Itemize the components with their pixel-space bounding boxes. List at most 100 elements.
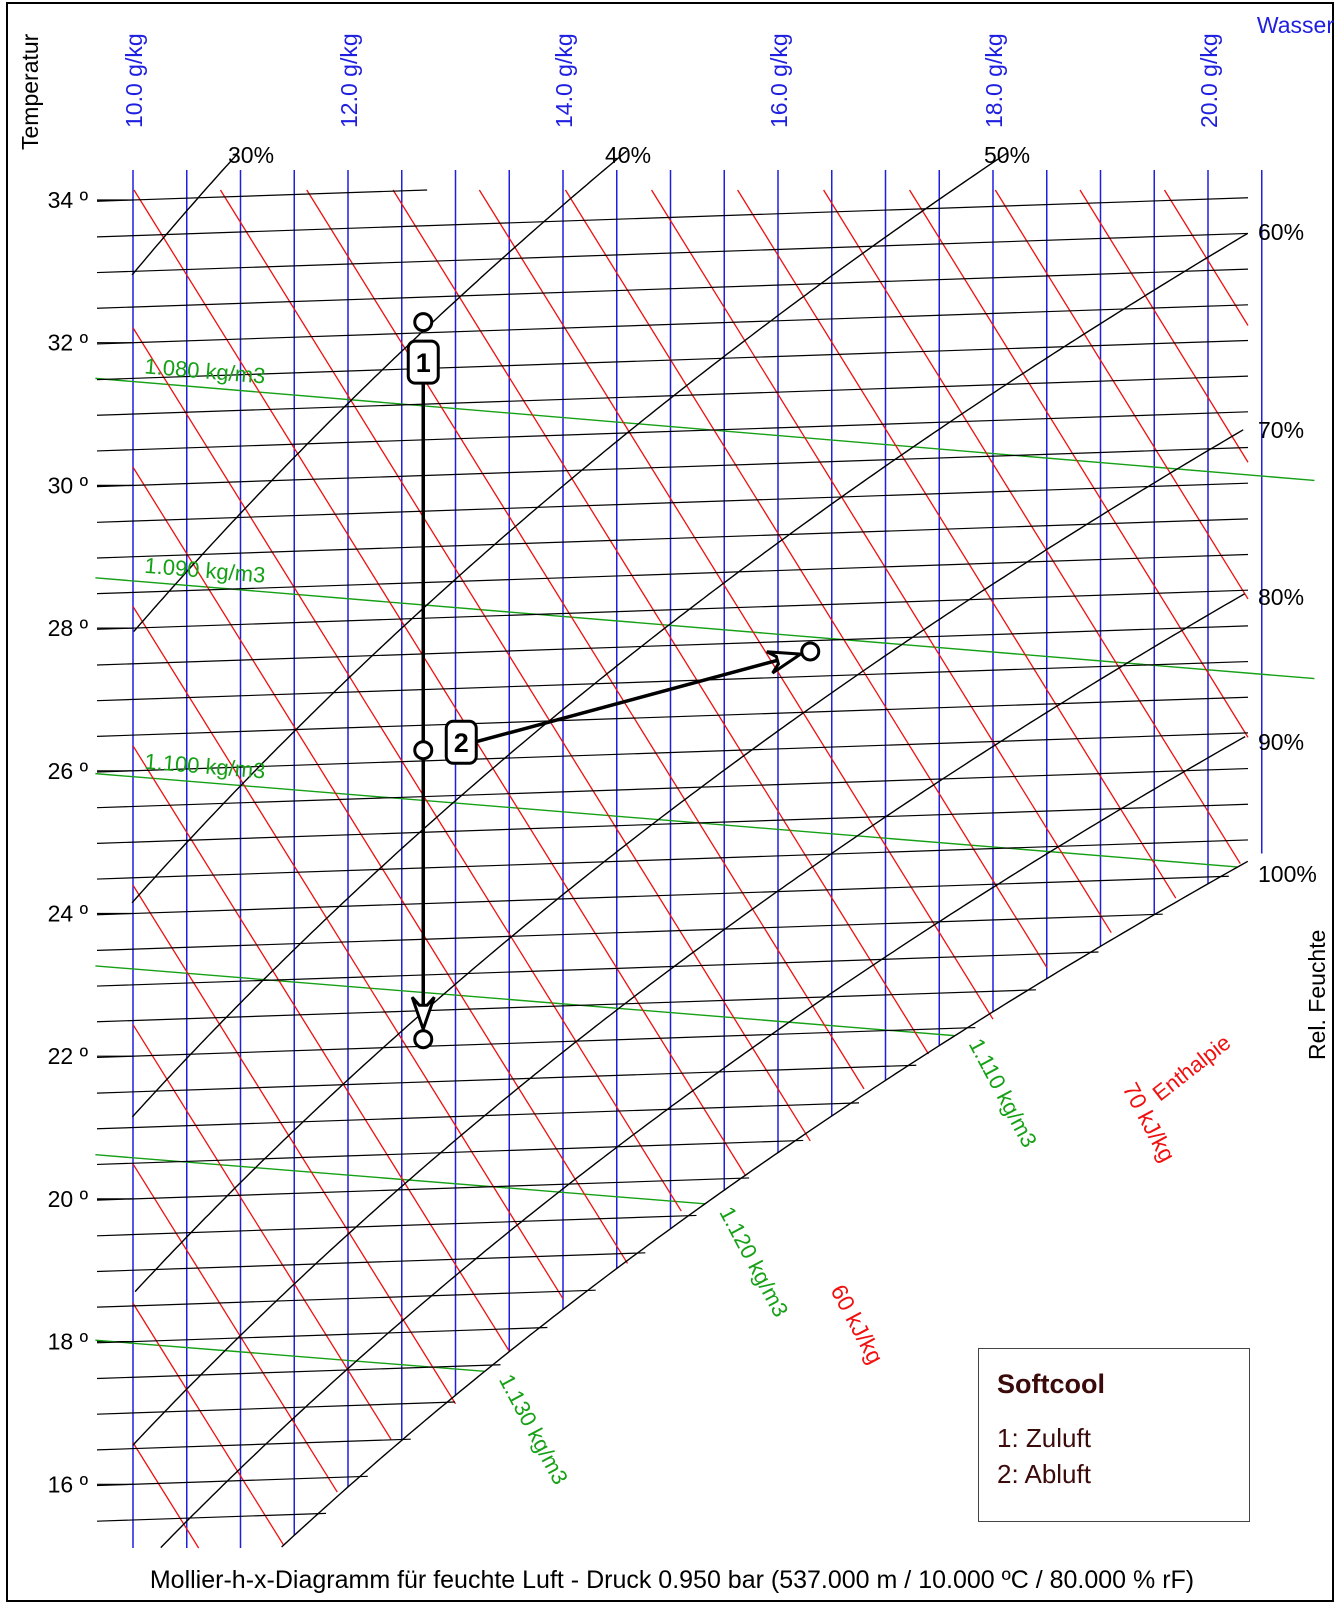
- isotherm-line: [96, 1177, 750, 1201]
- density-label: 1.120 kg/m3: [714, 1202, 793, 1321]
- enthalpy-line: [909, 189, 1249, 738]
- density-label: 1.080 kg/m3: [144, 353, 267, 388]
- isotherm-line: [96, 732, 1249, 773]
- isotherm-line: [96, 1438, 411, 1451]
- isotherm-line: [96, 767, 1249, 809]
- isotherm-line: [96, 913, 1163, 951]
- isotherm-line: [96, 189, 428, 202]
- enthalpy-line: [823, 189, 1241, 864]
- enthalpy-line: [564, 189, 1048, 968]
- enthalpy-line: [132, 745, 510, 1352]
- rh-label-90: 90%: [1258, 729, 1304, 755]
- isotherm-line: [96, 232, 1249, 274]
- state-point-marker: [413, 740, 434, 761]
- legend-title: Softcool: [997, 1369, 1105, 1399]
- enthalpy-line: [994, 189, 1249, 600]
- enthalpy-line: [132, 327, 682, 1212]
- rh-label-80: 80%: [1258, 584, 1304, 610]
- x-axis-label: Wasser: [1257, 12, 1334, 38]
- moisture-tick-label: 12.0 g/kg: [336, 33, 362, 128]
- moisture-tick-label: 18.0 g/kg: [981, 33, 1007, 128]
- rh-label-70: 70%: [1258, 417, 1304, 443]
- isotherm-line: [96, 304, 1249, 345]
- isotherm-line: [96, 875, 1229, 916]
- moisture-tick-label: 10.0 g/kg: [121, 33, 147, 128]
- isotherm-line: [96, 411, 1249, 452]
- state-point-marker: [413, 312, 434, 333]
- rh-curve-60: [131, 232, 1248, 1118]
- rh-curve-80: [132, 593, 1245, 1446]
- density-label: 1.110 kg/m3: [964, 1034, 1042, 1151]
- moisture-tick-label: 16.0 g/kg: [766, 33, 792, 128]
- isotherm-line: [96, 518, 1249, 559]
- isotherm-line: [96, 839, 1249, 880]
- density-line: [95, 1339, 485, 1373]
- density-line: [95, 1154, 705, 1205]
- enthalpy-label: 60 kJ/kg: [826, 1280, 889, 1368]
- rh-curve-90: [160, 735, 1246, 1549]
- enthalpy-line: [478, 189, 994, 1020]
- temperature-tick-label: 26 º: [48, 758, 89, 784]
- chart-footer: Mollier-h-x-Diagramm für feuchte Luft - …: [149, 1566, 1195, 1594]
- point-2-tag-box: [444, 719, 478, 765]
- state-point-marker: [413, 1029, 434, 1050]
- temperature-tick-label: 20 º: [48, 1186, 89, 1212]
- density-line: [95, 965, 955, 1037]
- isotherm-line: [96, 1026, 976, 1059]
- temperature-tick-label: 18 º: [48, 1329, 89, 1355]
- enthalpy-title-label: Enthalpie: [1148, 1030, 1236, 1106]
- isotherm-line: [96, 1139, 804, 1166]
- isotherm-line: [96, 446, 1249, 488]
- temperature-tick-label: 34 º: [48, 187, 89, 213]
- enthalpy-line: [132, 606, 564, 1300]
- right-axis-label: Rel. Feuchte: [1304, 930, 1330, 1060]
- y-axis-label: Temperatur: [17, 33, 43, 150]
- density-label: 1.090 kg/m3: [144, 553, 267, 588]
- isotherm-line: [96, 197, 1249, 238]
- enthalpy-line: [132, 1163, 338, 1493]
- enthalpy-line: [132, 1442, 200, 1549]
- density-label: 1.100 kg/m3: [144, 749, 267, 784]
- rh-label-30: 30%: [228, 142, 274, 168]
- isotherm-line: [96, 1475, 368, 1487]
- isotherm-line: [96, 696, 1249, 737]
- zuluft-arrow-head: [410, 996, 436, 1034]
- temperature-tick-label: 32 º: [48, 330, 89, 356]
- point-1-tag-box: [406, 339, 440, 385]
- chart-frame: [6, 2, 1334, 1602]
- abluft-arrow-shaft: [462, 657, 784, 747]
- isotherm-line: [96, 589, 1249, 630]
- temperature-tick-label: 28 º: [48, 615, 89, 641]
- density-line: [95, 577, 1315, 680]
- rh-curve-40: [133, 150, 628, 633]
- enthalpy-line: [132, 466, 629, 1264]
- rh-label-40: 40%: [605, 142, 651, 168]
- isotherm-line: [96, 1252, 646, 1273]
- density-label: 1.130 kg/m3: [494, 1370, 573, 1489]
- legend-box: Softcool 1: Zuluft 2: Abluft: [978, 1348, 1250, 1522]
- isotherm-line: [96, 1364, 501, 1380]
- isotherm-line: [96, 375, 1249, 416]
- density-line: [95, 772, 1238, 868]
- density-line: [95, 377, 1315, 482]
- moisture-tick-label: 14.0 g/kg: [551, 33, 577, 128]
- rh-curve-70: [134, 429, 1244, 1293]
- temperature-tick-label: 30 º: [48, 472, 89, 498]
- rh-curve-50: [131, 151, 1009, 904]
- abluft-arrow-head: [766, 650, 806, 675]
- isotherm-line: [96, 1401, 456, 1415]
- isotherm-line: [96, 1512, 327, 1522]
- isotherm-line: [96, 1102, 860, 1130]
- enthalpy-line: [737, 189, 1177, 899]
- enthalpy-line: [132, 884, 457, 1405]
- temperature-tick-label: 16 º: [48, 1471, 89, 1497]
- rh-label-50: 50%: [984, 142, 1030, 168]
- enthalpy-line: [1079, 189, 1249, 463]
- legend-item-abluft: 2: Abluft: [997, 1459, 1091, 1489]
- isotherm-line: [96, 1214, 697, 1237]
- enthalpy-line: [133, 189, 747, 1177]
- legend-item-zuluft: 1: Zuluft: [997, 1423, 1091, 1453]
- isotherm-line: [96, 803, 1249, 844]
- isotherm-line: [96, 339, 1249, 381]
